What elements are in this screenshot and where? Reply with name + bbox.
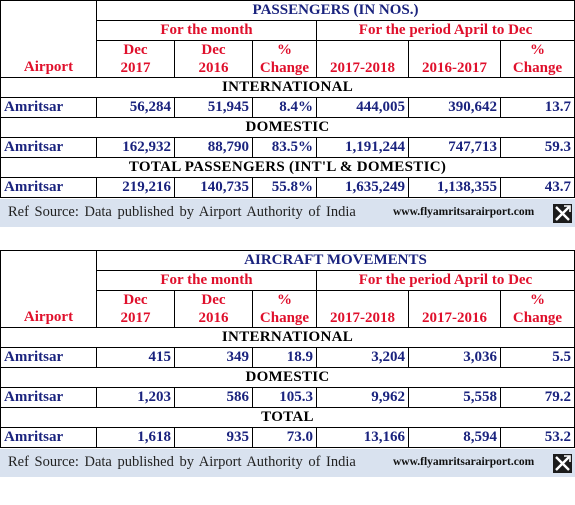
col-header-dec-2017: Dec 2017	[96, 290, 175, 328]
column-header-row: Dec 2017 Dec 2016 % Change 2017-2018 2016-2…	[1, 40, 575, 78]
section-header-row: DOMESTIC	[0, 367, 575, 388]
row-airport: Amritsar	[0, 137, 97, 158]
period-range-header: For the period April to Dec	[315, 20, 575, 41]
cell-value: 5.5	[500, 347, 575, 368]
cell-value: 1,203	[96, 387, 175, 408]
table-row: Amritsar 1,618 935 73.0 13,166 8,594 53.…	[0, 427, 575, 448]
table-row: Amritsar 56,284 51,945 8.4% 444,005 390,…	[0, 97, 575, 118]
cell-value: 55.8%	[252, 177, 317, 198]
cell-value: 56,284	[96, 97, 175, 118]
source-text: Ref Source: Data published by Airport Au…	[8, 204, 356, 220]
source-footer: Ref Source: Data published by Airport Au…	[0, 198, 575, 227]
section-header-row: DOMESTIC	[0, 117, 575, 138]
cell-value: 8,594	[408, 427, 501, 448]
section-domestic: DOMESTIC	[0, 117, 575, 138]
source-text: Ref Source: Data published by Airport Au…	[8, 454, 356, 470]
site-link[interactable]: www.flyamritsarairport.com	[393, 206, 535, 218]
cell-value: 349	[174, 347, 253, 368]
passengers-block: Airport PASSENGERS (IN NOS.) For the mon…	[0, 0, 575, 227]
airport-column-header: Airport	[0, 250, 97, 328]
col-header-dec-2016: Dec 2016	[174, 40, 253, 78]
cell-value: 105.3	[252, 387, 317, 408]
cell-value: 5,558	[408, 387, 501, 408]
section-international: INTERNATIONAL	[0, 77, 575, 98]
x-logo-icon	[553, 204, 572, 223]
col-header-dec-2017: Dec 2017	[96, 40, 175, 78]
table-row: Amritsar 1,203 586 105.3 9,962 5,558 79.…	[0, 387, 575, 408]
cell-value: 18.9	[252, 347, 317, 368]
cell-value: 1,635,249	[316, 177, 409, 198]
cell-value: 73.0	[252, 427, 317, 448]
x-logo-icon	[553, 454, 572, 473]
col-header-2017-2016: 2017-2016	[408, 290, 501, 328]
row-airport: Amritsar	[0, 177, 97, 198]
col-header-2017-2018: 2017-2018	[316, 40, 409, 78]
aircraft-title-row: Airport AIRCRAFT MOVEMENTS	[0, 250, 575, 328]
section-total: TOTAL	[0, 407, 575, 428]
period-month-header: For the month	[96, 20, 317, 41]
col-header-period-change: % Change	[499, 40, 575, 78]
cell-value: 747,713	[408, 137, 501, 158]
cell-value: 415	[96, 347, 175, 368]
cell-value: 8.4%	[252, 97, 317, 118]
cell-value: 59.3	[499, 137, 575, 158]
col-header-2016-2017: 2016-2017	[408, 40, 501, 78]
col-header-dec-2016: Dec 2016	[174, 290, 253, 328]
section-international: INTERNATIONAL	[0, 327, 575, 348]
cell-value: 1,138,355	[408, 177, 501, 198]
period-header-row: For the month For the period April to De…	[1, 270, 575, 291]
passengers-title: PASSENGERS (IN NOS.)	[95, 0, 575, 21]
cell-value: 83.5%	[252, 137, 317, 158]
passengers-title-row: Airport PASSENGERS (IN NOS.)	[0, 0, 575, 78]
cell-value: 1,191,244	[316, 137, 409, 158]
cell-value: 53.2	[500, 427, 575, 448]
section-header-row: TOTAL	[0, 407, 575, 428]
section-header-row: INTERNATIONAL	[0, 327, 575, 348]
row-airport: Amritsar	[0, 387, 97, 408]
section-total: TOTAL PASSENGERS (INT'L & DOMESTIC)	[0, 157, 575, 178]
cell-value: 1,618	[96, 427, 175, 448]
period-range-header: For the period April to Dec	[316, 270, 575, 291]
section-header-row: INTERNATIONAL	[0, 77, 575, 98]
table-row: Amritsar 415 349 18.9 3,204 3,036 5.5	[0, 347, 575, 368]
site-link[interactable]: www.flyamritsarairport.com	[393, 456, 535, 468]
airport-column-header: Airport	[0, 0, 97, 78]
cell-value: 79.2	[500, 387, 575, 408]
cell-value: 13.7	[499, 97, 575, 118]
row-airport: Amritsar	[0, 97, 97, 118]
col-header-month-change: % Change	[252, 290, 317, 328]
cell-value: 162,932	[96, 137, 175, 158]
cell-value: 390,642	[408, 97, 501, 118]
cell-value: 43.7	[499, 177, 575, 198]
col-header-month-change: % Change	[252, 40, 317, 78]
source-footer: Ref Source: Data published by Airport Au…	[0, 448, 575, 477]
cell-value: 3,204	[316, 347, 409, 368]
col-header-2017-2018: 2017-2018	[316, 290, 409, 328]
aircraft-title: AIRCRAFT MOVEMENTS	[96, 250, 575, 271]
period-month-header: For the month	[96, 270, 317, 291]
passengers-table: Airport PASSENGERS (IN NOS.) For the mon…	[0, 0, 575, 198]
aircraft-block: Airport AIRCRAFT MOVEMENTS For the month…	[0, 250, 575, 477]
cell-value: 935	[174, 427, 253, 448]
cell-value: 586	[174, 387, 253, 408]
cell-value: 88,790	[174, 137, 253, 158]
table-row: Amritsar 162,932 88,790 83.5% 1,191,244 …	[0, 137, 575, 158]
cell-value: 13,166	[316, 427, 409, 448]
section-header-row: TOTAL PASSENGERS (INT'L & DOMESTIC)	[0, 157, 575, 178]
table-row: Amritsar 219,216 140,735 55.8% 1,635,249…	[0, 177, 575, 198]
cell-value: 444,005	[316, 97, 409, 118]
aircraft-table: Airport AIRCRAFT MOVEMENTS For the month…	[0, 250, 575, 448]
row-airport: Amritsar	[0, 427, 97, 448]
cell-value: 140,735	[174, 177, 253, 198]
cell-value: 51,945	[174, 97, 253, 118]
cell-value: 3,036	[408, 347, 501, 368]
section-domestic: DOMESTIC	[0, 367, 575, 388]
cell-value: 219,216	[96, 177, 175, 198]
col-header-period-change: % Change	[500, 290, 575, 328]
cell-value: 9,962	[316, 387, 409, 408]
column-header-row: Dec 2017 Dec 2016 % Change 2017-2018 2017-2…	[1, 290, 575, 328]
row-airport: Amritsar	[0, 347, 97, 368]
